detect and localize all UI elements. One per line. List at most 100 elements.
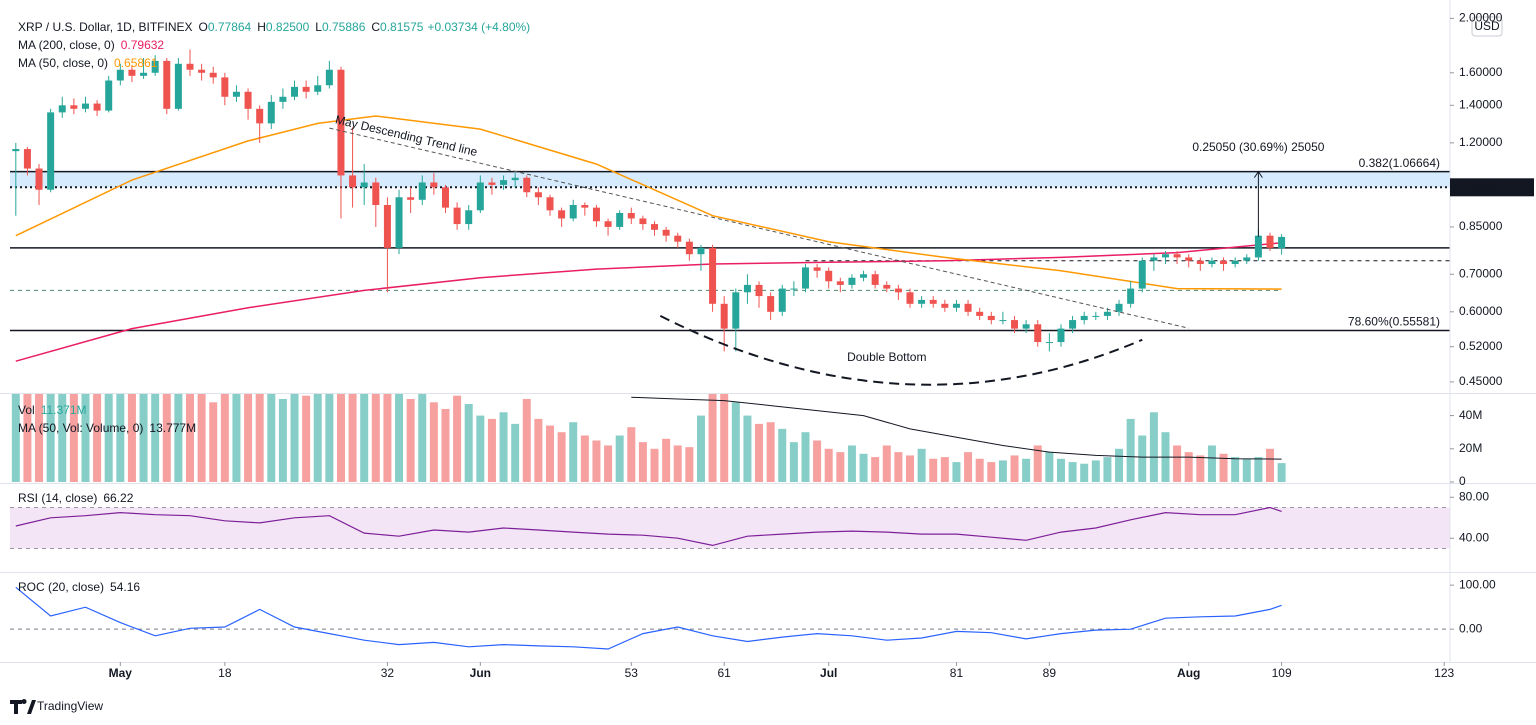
- candle-body: [337, 69, 345, 176]
- candle-body: [825, 270, 833, 282]
- volume-bar: [35, 394, 44, 482]
- y-tick-label: 100.00: [1459, 577, 1496, 591]
- candle-body: [151, 60, 159, 73]
- volume-bar: [220, 394, 229, 482]
- candle-body: [267, 101, 275, 124]
- candle-body: [592, 207, 600, 222]
- volume-bar: [453, 395, 462, 482]
- candle-body: [743, 284, 751, 293]
- x-tick-label: 53: [625, 666, 639, 680]
- volume-bar: [998, 460, 1007, 482]
- legend: MA (50, Vol: Volume, 0) 13.777M: [18, 421, 196, 435]
- volume-bar: [1207, 445, 1216, 482]
- measure-arrow: [1253, 170, 1263, 178]
- volume-bar: [23, 394, 32, 482]
- volume-bar: [69, 394, 78, 482]
- legend-text: 54.16: [110, 580, 140, 594]
- volume-bar: [511, 423, 520, 482]
- candle-body: [1127, 288, 1135, 304]
- volume-bar: [58, 394, 67, 482]
- volume-bar: [476, 415, 485, 482]
- candle-body: [906, 292, 914, 304]
- indicator-line: [15, 115, 1282, 290]
- candle-body: [581, 204, 589, 208]
- candle-body: [360, 182, 368, 188]
- candle-body: [256, 108, 264, 124]
- candle-body: [47, 112, 55, 190]
- volume-bar: [847, 445, 856, 482]
- legend-text: 11.371M: [41, 403, 87, 417]
- volume-bar: [882, 445, 891, 482]
- candle-body: [279, 96, 287, 102]
- volume-bar: [1184, 452, 1193, 482]
- candle-body: [395, 197, 403, 248]
- y-tick-label: 1.40000: [1459, 97, 1503, 111]
- volume-bar: [685, 447, 694, 482]
- currency[interactable]: USD: [1474, 19, 1500, 33]
- volume-bar: [395, 394, 404, 482]
- ohlc-value: 0.81575: [380, 20, 424, 34]
- volume-bar: [1196, 455, 1205, 482]
- volume-bar: [1091, 460, 1100, 482]
- volume-bar: [1149, 412, 1158, 482]
- candle-body: [325, 69, 333, 86]
- volume-bar: [836, 452, 845, 482]
- volume-bar: [1056, 458, 1065, 482]
- volume-bar: [894, 452, 903, 482]
- level-band: [10, 171, 1450, 188]
- candle-body: [685, 241, 693, 255]
- x-tick-label: Jun: [470, 666, 491, 680]
- volume-bar: [255, 394, 264, 482]
- candle-body: [697, 247, 705, 255]
- volume-bar: [917, 448, 926, 482]
- volume-bar: [336, 394, 345, 482]
- candle-body: [418, 182, 426, 200]
- volume-bar: [418, 394, 427, 482]
- legend-text: Vol: [18, 403, 35, 417]
- volume-bar: [127, 394, 136, 482]
- volume-bar: [197, 394, 206, 482]
- volume-bar: [720, 394, 729, 482]
- volume-bar: [1219, 453, 1228, 482]
- volume-bar: [592, 440, 601, 482]
- candle-body: [790, 288, 798, 290]
- volume-bar: [731, 402, 740, 482]
- candle-body: [1103, 311, 1111, 316]
- candle-body: [1220, 260, 1228, 265]
- currency-box[interactable]: [1471, 16, 1503, 37]
- volume-bar: [615, 435, 624, 482]
- volume-bar: [708, 394, 717, 482]
- candle-body: [1161, 254, 1169, 258]
- candle-body: [732, 292, 740, 329]
- volume-bar: [1231, 457, 1240, 482]
- volume-bar: [859, 453, 868, 482]
- y-tick-label: 40M: [1459, 408, 1482, 422]
- volume-bar: [801, 432, 810, 482]
- candle-body: [116, 69, 124, 81]
- candle-body: [848, 277, 856, 285]
- volume-bar: [441, 408, 450, 482]
- volume-bar: [348, 394, 357, 482]
- candle-body: [918, 299, 926, 304]
- volume-bar: [313, 394, 322, 482]
- volume-bar: [824, 448, 833, 482]
- ohlc-value: 0.82500: [266, 20, 310, 34]
- indicator-line: [15, 242, 1282, 362]
- candle-body: [755, 284, 763, 297]
- candle-body: [198, 69, 206, 73]
- x-tick-label: 61: [718, 666, 732, 680]
- candle-body: [453, 207, 461, 225]
- volume-bar: [638, 442, 647, 482]
- volume-bar: [1022, 458, 1031, 482]
- legend-text: MA (50, close, 0): [18, 56, 108, 70]
- candle-body: [523, 177, 531, 193]
- candle-body: [441, 187, 449, 208]
- ohlc-value: 0.75886: [322, 20, 366, 34]
- volume-bar: [546, 425, 554, 482]
- candle-body: [534, 192, 542, 198]
- indicator-line: [15, 506, 1282, 547]
- volume-bar: [1080, 463, 1089, 482]
- candle-body: [1150, 257, 1158, 261]
- volume-bar: [650, 448, 659, 482]
